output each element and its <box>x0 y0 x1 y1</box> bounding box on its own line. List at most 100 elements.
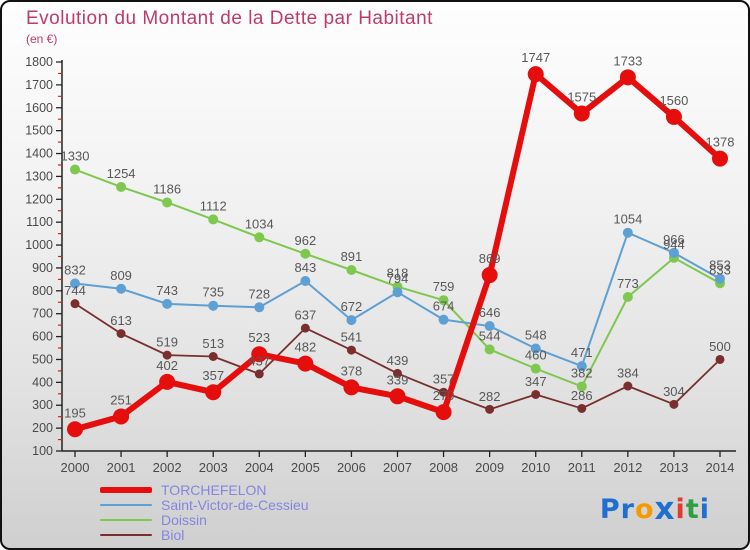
y-tick-label: 100 <box>32 444 53 458</box>
data-point-label: 471 <box>571 345 593 360</box>
data-point-label: 1733 <box>613 53 642 68</box>
data-point <box>297 355 314 372</box>
data-point <box>70 299 80 309</box>
data-point-label: 1575 <box>567 89 596 104</box>
data-point <box>715 273 725 284</box>
data-point <box>208 300 219 311</box>
data-point <box>622 227 633 238</box>
data-point <box>712 150 728 167</box>
data-point <box>162 298 173 309</box>
data-point-label: 402 <box>156 358 178 373</box>
y-tick-label: 1600 <box>25 101 53 115</box>
data-point-label: 613 <box>110 313 132 328</box>
x-tick-label: 2011 <box>568 460 596 475</box>
data-point-label: 339 <box>387 372 409 387</box>
logo-letter: i <box>699 494 710 525</box>
data-point-label: 523 <box>248 330 270 345</box>
data-point-label: 1186 <box>153 181 181 196</box>
data-point-label: 944 <box>663 237 685 252</box>
data-point-label: 282 <box>479 389 501 404</box>
data-point <box>162 197 173 208</box>
y-tick-label: 300 <box>32 398 53 412</box>
data-point-label: 1054 <box>613 212 642 227</box>
data-point-label: 357 <box>433 372 455 387</box>
data-point-label: 728 <box>248 286 270 301</box>
data-point <box>116 283 127 294</box>
data-point-label: 744 <box>64 283 86 298</box>
y-tick-label: 700 <box>32 307 53 321</box>
data-point-label: 1330 <box>61 149 90 164</box>
x-tick-label: 2007 <box>383 460 412 475</box>
data-point-label: 962 <box>295 233 317 248</box>
y-tick-label: 1800 <box>25 55 53 69</box>
y-tick-label: 1100 <box>26 215 53 229</box>
x-tick-label: 2000 <box>61 460 90 475</box>
y-tick-label: 1000 <box>25 238 53 252</box>
data-point-label: 809 <box>110 268 132 283</box>
data-point-label: 439 <box>387 353 409 368</box>
data-point <box>254 302 265 313</box>
logo-letter: r <box>620 494 635 525</box>
data-point-label: 832 <box>64 263 86 278</box>
data-point-label: 1560 <box>659 93 688 108</box>
data-point <box>116 329 126 339</box>
data-point <box>70 164 80 175</box>
data-point <box>439 387 449 397</box>
x-tick-label: 2004 <box>245 460 274 475</box>
data-point <box>251 346 268 363</box>
data-point-label: 869 <box>479 251 501 266</box>
logo-letter: x <box>654 491 676 527</box>
data-point-label: 818 <box>387 266 409 281</box>
data-point <box>300 323 310 333</box>
data-point <box>389 388 406 405</box>
x-tick-label: 2012 <box>613 460 642 475</box>
data-point-label: 378 <box>341 363 363 378</box>
y-tick-label: 1500 <box>25 124 53 138</box>
data-point <box>392 287 403 298</box>
x-tick-label: 2013 <box>659 460 688 475</box>
legend-swatch <box>100 503 152 507</box>
data-point-label: 1378 <box>706 135 735 150</box>
data-point-label: 743 <box>156 283 178 298</box>
data-point <box>669 399 679 409</box>
data-point-label: 966 <box>663 232 685 247</box>
legend-label: Biol <box>161 527 185 543</box>
data-point <box>622 292 633 303</box>
data-point <box>208 351 218 361</box>
data-point-label: 195 <box>64 405 86 420</box>
y-tick-label: 400 <box>32 375 53 389</box>
data-point <box>715 354 725 364</box>
data-point-label: 460 <box>525 348 547 363</box>
debt-evolution-line-chart: 100 200 300 400 500 600 700 800 900 1000 1100 1200 1… <box>25 50 736 475</box>
data-point-label: 304 <box>663 384 685 399</box>
data-point <box>435 404 452 421</box>
data-point <box>530 343 541 354</box>
data-point-label: 500 <box>709 339 731 354</box>
data-point <box>116 181 127 192</box>
data-point <box>576 361 587 372</box>
proxiti-logo: Proxiti <box>600 490 710 527</box>
data-point <box>438 295 449 306</box>
legend-swatch <box>100 533 152 537</box>
data-point-label: 482 <box>295 340 317 355</box>
data-point <box>577 403 587 413</box>
data-point <box>665 108 682 125</box>
data-point-label: 541 <box>341 330 363 345</box>
data-point-label: 544 <box>479 328 501 343</box>
data-point <box>619 69 636 86</box>
legend-item-Saint-Victor-de-Cessieu: Saint-Victor-de-Cessieu <box>100 498 309 512</box>
data-point-label: 759 <box>433 279 455 294</box>
data-point <box>254 232 265 243</box>
x-tick-label: 2002 <box>153 460 182 475</box>
data-point-label: 384 <box>617 366 639 381</box>
data-point <box>300 248 311 259</box>
data-point-label: 1112 <box>200 198 227 213</box>
legend-item-Doissin: Doissin <box>100 512 309 528</box>
data-point <box>530 363 541 374</box>
data-point-label: 1254 <box>107 166 136 181</box>
data-point-label: 347 <box>525 374 547 389</box>
y-tick-label: 600 <box>32 330 53 344</box>
legend-label: TORCHEFELON <box>161 482 267 498</box>
legend-label: Doissin <box>161 512 207 528</box>
